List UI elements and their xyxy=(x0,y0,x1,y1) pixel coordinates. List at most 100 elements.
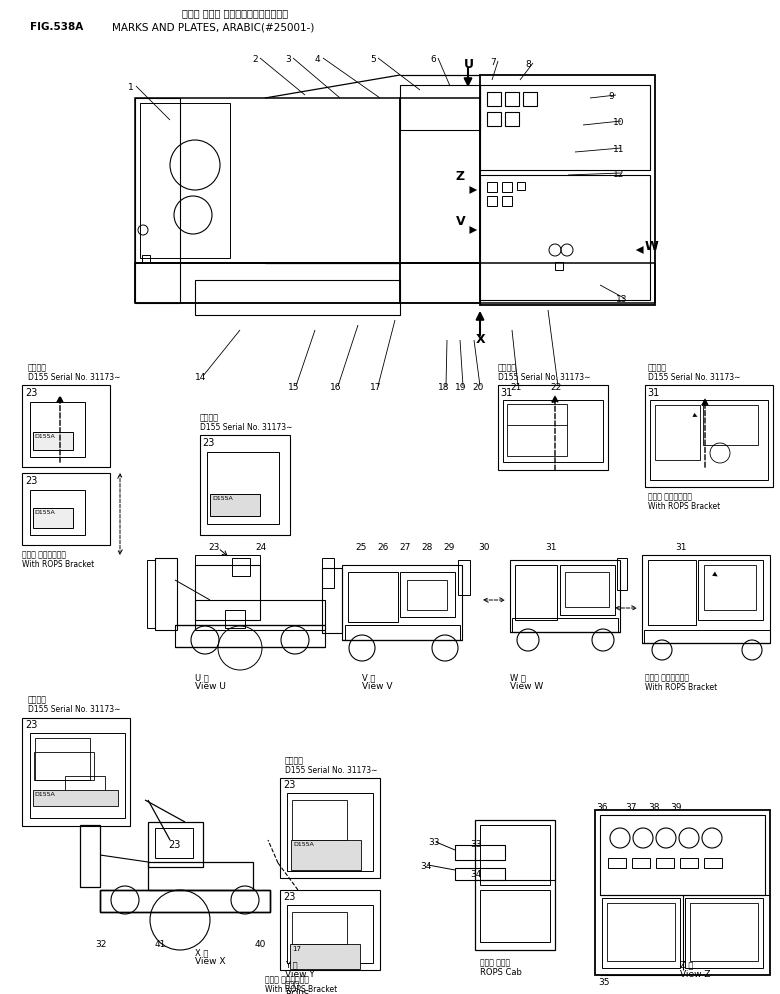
Text: 27: 27 xyxy=(399,543,410,552)
Bar xyxy=(142,255,150,263)
Text: 13: 13 xyxy=(616,295,627,304)
Bar xyxy=(225,610,245,628)
Bar xyxy=(290,944,360,969)
Bar xyxy=(195,555,260,565)
Bar xyxy=(22,473,110,545)
Bar xyxy=(480,825,550,885)
Bar xyxy=(600,815,765,895)
Bar xyxy=(22,718,130,826)
Bar xyxy=(407,580,447,610)
Text: 23: 23 xyxy=(25,476,37,486)
Text: U 視: U 視 xyxy=(195,673,209,682)
Bar xyxy=(503,400,603,462)
Bar xyxy=(704,858,722,868)
Text: D155A: D155A xyxy=(34,792,55,797)
Bar xyxy=(703,405,758,445)
Text: 30: 30 xyxy=(478,543,490,552)
Text: 20: 20 xyxy=(472,383,484,392)
Bar xyxy=(698,560,763,620)
Bar xyxy=(80,825,100,887)
Text: 31: 31 xyxy=(500,388,512,398)
Text: D155 Serial No. 31173∼: D155 Serial No. 31173∼ xyxy=(285,766,378,775)
Text: 7: 7 xyxy=(490,58,496,67)
Text: View V: View V xyxy=(362,682,392,691)
Bar xyxy=(322,558,334,588)
Text: 25: 25 xyxy=(355,543,367,552)
Text: 23: 23 xyxy=(283,892,296,902)
Bar xyxy=(505,92,519,106)
Bar xyxy=(200,435,290,535)
Bar xyxy=(498,385,608,470)
Text: 22: 22 xyxy=(550,383,562,392)
Text: View X: View X xyxy=(195,957,225,966)
Bar xyxy=(642,555,770,643)
Bar xyxy=(33,432,73,450)
Text: 26: 26 xyxy=(377,543,388,552)
Text: U: U xyxy=(464,58,474,71)
Bar xyxy=(510,560,620,632)
Text: 28: 28 xyxy=(421,543,432,552)
Text: ROPS: ROPS xyxy=(285,990,310,994)
Text: 17: 17 xyxy=(370,383,381,392)
Text: 12: 12 xyxy=(613,170,624,179)
Bar xyxy=(232,558,250,576)
Bar xyxy=(342,565,462,640)
Bar xyxy=(650,400,768,480)
Text: With ROPS Bracket: With ROPS Bracket xyxy=(22,560,94,569)
Bar xyxy=(34,752,94,780)
Bar xyxy=(140,103,230,258)
Bar xyxy=(523,92,537,106)
Text: With ROPS Bracket: With ROPS Bracket xyxy=(648,502,720,511)
Text: 2: 2 xyxy=(252,55,257,64)
Text: View Y: View Y xyxy=(285,970,315,979)
Bar xyxy=(502,182,512,192)
Bar xyxy=(656,858,674,868)
Bar xyxy=(210,494,260,516)
Text: 17: 17 xyxy=(292,946,301,952)
Text: Z: Z xyxy=(456,170,465,183)
Text: D155A: D155A xyxy=(34,510,55,515)
Text: ロプス ブラケット付: ロプス ブラケット付 xyxy=(22,550,66,559)
Bar xyxy=(595,810,770,975)
Text: 3: 3 xyxy=(285,55,291,64)
Text: 31: 31 xyxy=(647,388,659,398)
Text: D155 Serial No. 31173∼: D155 Serial No. 31173∼ xyxy=(200,423,292,432)
Text: 23: 23 xyxy=(208,543,219,552)
Text: D155A: D155A xyxy=(34,434,55,439)
Bar xyxy=(655,405,700,460)
Bar xyxy=(502,196,512,206)
Text: With ROPS Bracket: With ROPS Bracket xyxy=(645,683,718,692)
Bar xyxy=(30,490,85,535)
Text: 18: 18 xyxy=(438,383,449,392)
Text: D155 Serial No. 31173∼: D155 Serial No. 31173∼ xyxy=(28,705,120,714)
Text: X: X xyxy=(476,333,486,346)
Bar xyxy=(280,890,380,970)
Bar xyxy=(487,182,497,192)
Bar xyxy=(480,85,650,170)
Bar xyxy=(480,75,655,305)
Bar xyxy=(680,858,698,868)
Bar xyxy=(291,840,361,870)
Bar xyxy=(632,858,650,868)
Bar xyxy=(155,558,177,630)
Text: FIG.538A: FIG.538A xyxy=(30,22,83,32)
Text: 23: 23 xyxy=(283,780,296,790)
Text: 適用号機: 適用号機 xyxy=(200,413,219,422)
Bar xyxy=(505,112,519,126)
Text: 10: 10 xyxy=(613,118,625,127)
Bar xyxy=(507,404,567,456)
Text: 31: 31 xyxy=(675,543,686,552)
Bar xyxy=(617,558,627,590)
Text: 19: 19 xyxy=(455,383,466,392)
Text: 32: 32 xyxy=(95,940,106,949)
Bar xyxy=(565,572,609,607)
Bar xyxy=(645,385,773,487)
Text: 23: 23 xyxy=(202,438,215,448)
Text: W: W xyxy=(645,240,659,253)
Text: 34: 34 xyxy=(470,870,481,879)
Bar xyxy=(515,565,557,620)
Text: 33: 33 xyxy=(470,840,481,849)
Bar xyxy=(155,828,193,858)
Text: View Z: View Z xyxy=(680,970,711,979)
Text: V: V xyxy=(456,215,466,228)
